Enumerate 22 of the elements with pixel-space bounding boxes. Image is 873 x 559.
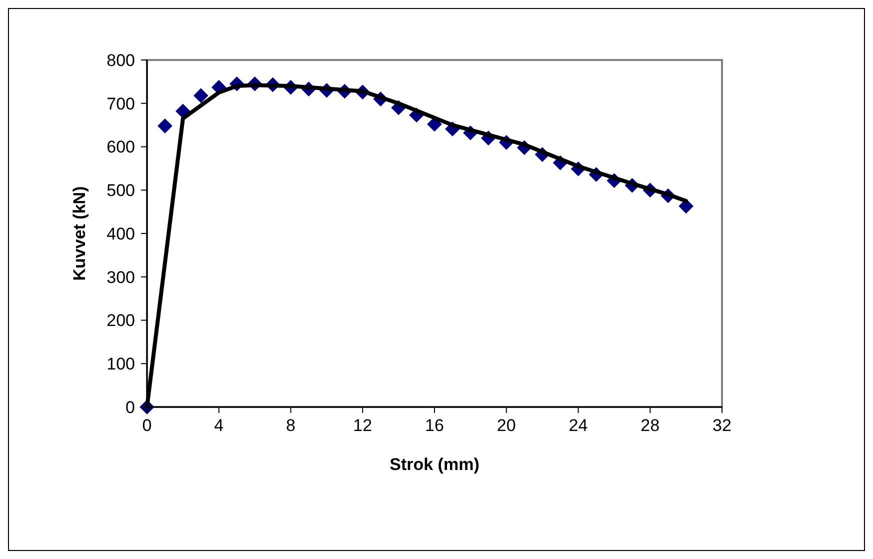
y-tick-label: 100 [106,354,135,374]
x-tick-label: 28 [640,416,660,435]
y-tick-label: 600 [106,138,135,157]
y-tick-label: 400 [106,224,135,244]
y-tick-label: 800 [106,50,135,70]
x-tick-label: 4 [214,416,224,435]
point [158,118,172,134]
x-tick-label: 12 [353,416,372,435]
y-axis-title: Kuvvet (kN) [70,186,89,281]
y-tick-label: 0 [126,398,135,417]
x-tick-label: 0 [142,416,152,435]
x-tick-label: 32 [712,416,732,435]
point [193,88,208,103]
y-tick-label: 300 [106,268,135,287]
y-tick-label: 500 [106,181,135,200]
x-tick-label: 20 [496,416,516,435]
x-axis-title: Strok (mm) [390,455,480,474]
x-tick-label: 24 [568,416,588,435]
x-tick-label: 8 [286,416,296,435]
y-tick-label: 200 [106,311,135,330]
y-tick-label: 700 [106,94,135,114]
x-tick-label: 16 [425,416,444,435]
